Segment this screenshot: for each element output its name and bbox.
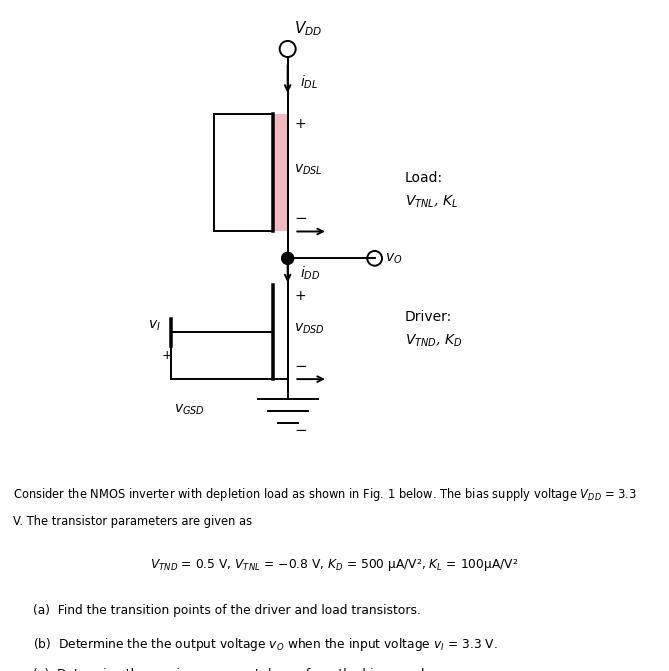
Text: $V_{DD}$: $V_{DD}$ (294, 19, 322, 38)
Text: +: + (294, 289, 306, 303)
Text: +: + (162, 349, 173, 362)
Text: $v_{DSD}$: $v_{DSD}$ (294, 321, 325, 336)
Text: (b)  Determine the the output voltage $v_O$ when the input voltage $v_I$ = 3.3 V: (b) Determine the the output voltage $v_… (33, 636, 498, 653)
Text: $V_{TND}$ = 0.5 V, $V_{TNL}$ = −0.8 V, $K_D$ = 500 μA/V², $K_L$ = 100μA/V²: $V_{TND}$ = 0.5 V, $V_{TNL}$ = −0.8 V, $… (151, 557, 518, 573)
Text: V. The transistor parameters are given as: V. The transistor parameters are given a… (13, 515, 252, 527)
Text: $v_O$: $v_O$ (385, 251, 402, 266)
Text: −: − (294, 211, 307, 226)
Text: $V_{TNL}$, $K_L$: $V_{TNL}$, $K_L$ (405, 193, 458, 209)
Text: Load:: Load: (405, 171, 443, 185)
Text: Consider the NMOS inverter with depletion load as shown in Fig. 1 below. The bia: Consider the NMOS inverter with depletio… (13, 486, 638, 503)
Text: +: + (294, 117, 306, 132)
Circle shape (282, 252, 294, 264)
Text: (c)  Determine the maximum current drawn from the bias supply.: (c) Determine the maximum current drawn … (33, 668, 434, 671)
Text: −: − (294, 423, 307, 437)
Text: $v_{GSD}$: $v_{GSD}$ (174, 402, 205, 417)
Text: $v_{DSL}$: $v_{DSL}$ (294, 162, 323, 176)
Bar (273, 114, 288, 231)
Text: $i_{DD}$: $i_{DD}$ (300, 265, 320, 282)
Text: $V_{TND}$, $K_D$: $V_{TND}$, $K_D$ (405, 333, 462, 349)
Text: Driver:: Driver: (405, 311, 452, 324)
Text: (a)  Find the transition points of the driver and load transistors.: (a) Find the transition points of the dr… (33, 604, 421, 617)
Text: −: − (294, 359, 307, 374)
Text: $v_I$: $v_I$ (148, 318, 161, 333)
Text: $i_{DL}$: $i_{DL}$ (300, 74, 318, 91)
